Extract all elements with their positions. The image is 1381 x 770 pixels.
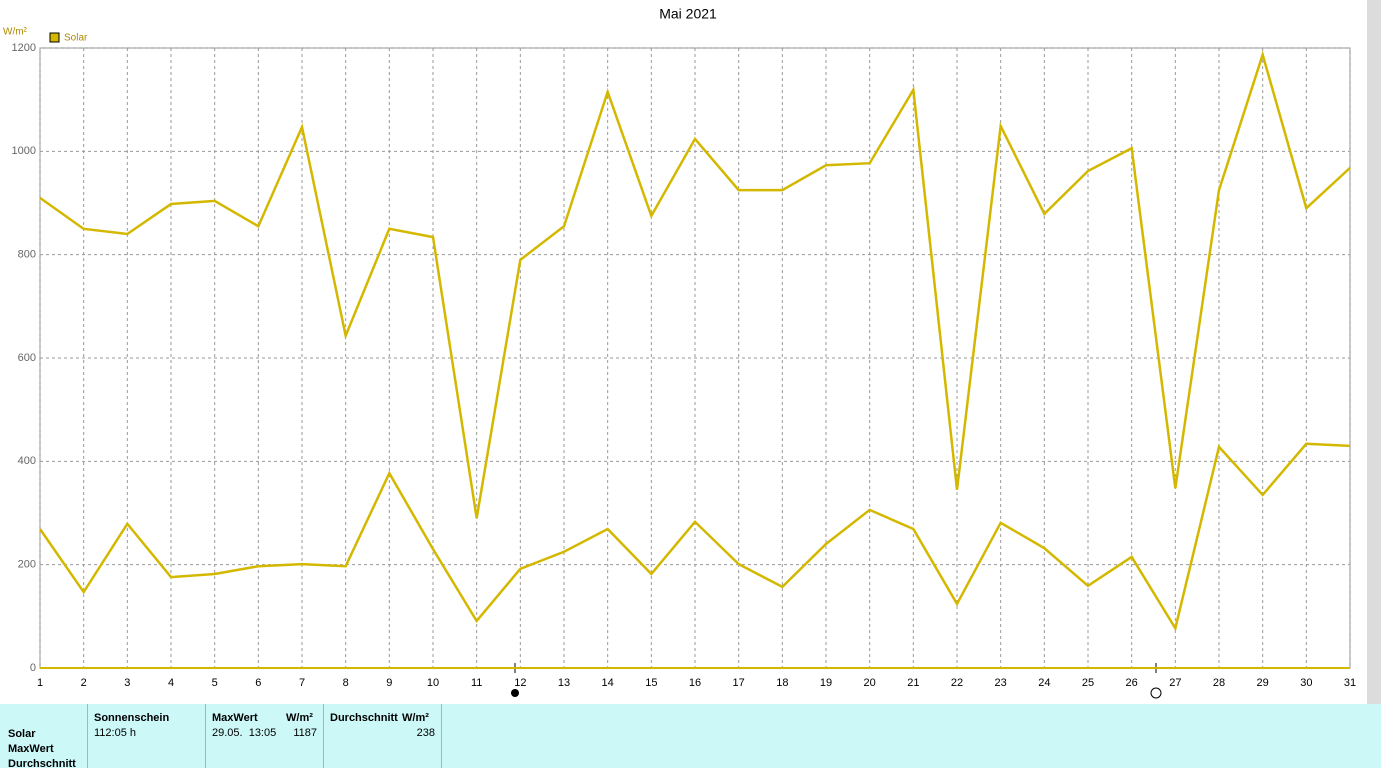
x-tick-label: 24	[1038, 677, 1050, 689]
x-tick-label: 16	[689, 677, 701, 689]
x-tick-label: 29	[1257, 677, 1269, 689]
x-tick-label: 4	[168, 677, 174, 689]
x-tick-label: 2	[81, 677, 87, 689]
y-tick-label: 400	[18, 455, 36, 467]
y-tick-label: 800	[18, 249, 36, 261]
x-tick-label: 30	[1300, 677, 1312, 689]
new-moon-icon	[511, 689, 519, 697]
x-tick-label: 22	[951, 677, 963, 689]
info-panel: Solar MaxWert Durchschnitt Sonnenschein …	[0, 704, 1381, 770]
row-label: Durchschnitt	[8, 758, 76, 770]
y-tick-label: 1200	[12, 42, 36, 54]
cell: 29.05. 13:05	[212, 727, 277, 739]
x-tick-label: 28	[1213, 677, 1225, 689]
cell: 238	[416, 727, 435, 739]
x-tick-label: 20	[864, 677, 876, 689]
x-tick-label: 21	[907, 677, 919, 689]
cell: 112:05 h	[94, 727, 137, 739]
line-series	[39, 50, 1351, 519]
x-tick-label: 17	[733, 677, 745, 689]
x-tick-label: 19	[820, 677, 832, 689]
x-tick-label: 18	[776, 677, 788, 689]
column-unit: W/m²	[286, 712, 313, 724]
full-moon-icon	[1150, 687, 1162, 699]
y-tick-label: 600	[18, 352, 36, 364]
cell: 1187	[293, 727, 317, 739]
x-tick-label: 13	[558, 677, 570, 689]
x-tick-label: 9	[386, 677, 392, 689]
x-tick-label: 11	[471, 677, 482, 689]
x-tick-label: 7	[299, 677, 305, 689]
chart-title: Mai 2021	[659, 6, 717, 22]
y-tick-label: 1000	[12, 145, 36, 157]
x-tick-label: 8	[343, 677, 349, 689]
x-tick-label: 5	[212, 677, 218, 689]
y-unit: W/m²	[3, 27, 28, 38]
x-tick-label: 6	[255, 677, 261, 689]
x-tick-label: 10	[427, 677, 439, 689]
column-header: Durchschnitt	[330, 712, 398, 724]
y-tick-label: 200	[18, 559, 36, 571]
y-tick-label: 0	[30, 662, 36, 674]
side-strip	[1367, 0, 1381, 704]
legend-label: Solar	[64, 33, 88, 44]
x-tick-label: 1	[37, 677, 43, 689]
x-tick-label: 27	[1169, 677, 1181, 689]
column-unit: W/m²	[402, 712, 429, 724]
x-tick-label: 15	[645, 677, 657, 689]
column-header: Sonnenschein	[94, 712, 170, 724]
legend-swatch	[49, 32, 60, 43]
column-header: MaxWert	[212, 712, 258, 724]
x-tick-label: 26	[1126, 677, 1138, 689]
x-tick-label: 25	[1082, 677, 1094, 689]
x-tick-label: 31	[1344, 677, 1356, 689]
x-tick-label: 23	[995, 677, 1007, 689]
x-tick-label: 14	[602, 677, 614, 689]
x-tick-label: 3	[124, 677, 130, 689]
line-series	[38, 442, 1351, 632]
row-label: Solar	[8, 728, 36, 740]
row-label: MaxWert	[8, 743, 54, 755]
x-tick-label: 12	[514, 677, 526, 689]
